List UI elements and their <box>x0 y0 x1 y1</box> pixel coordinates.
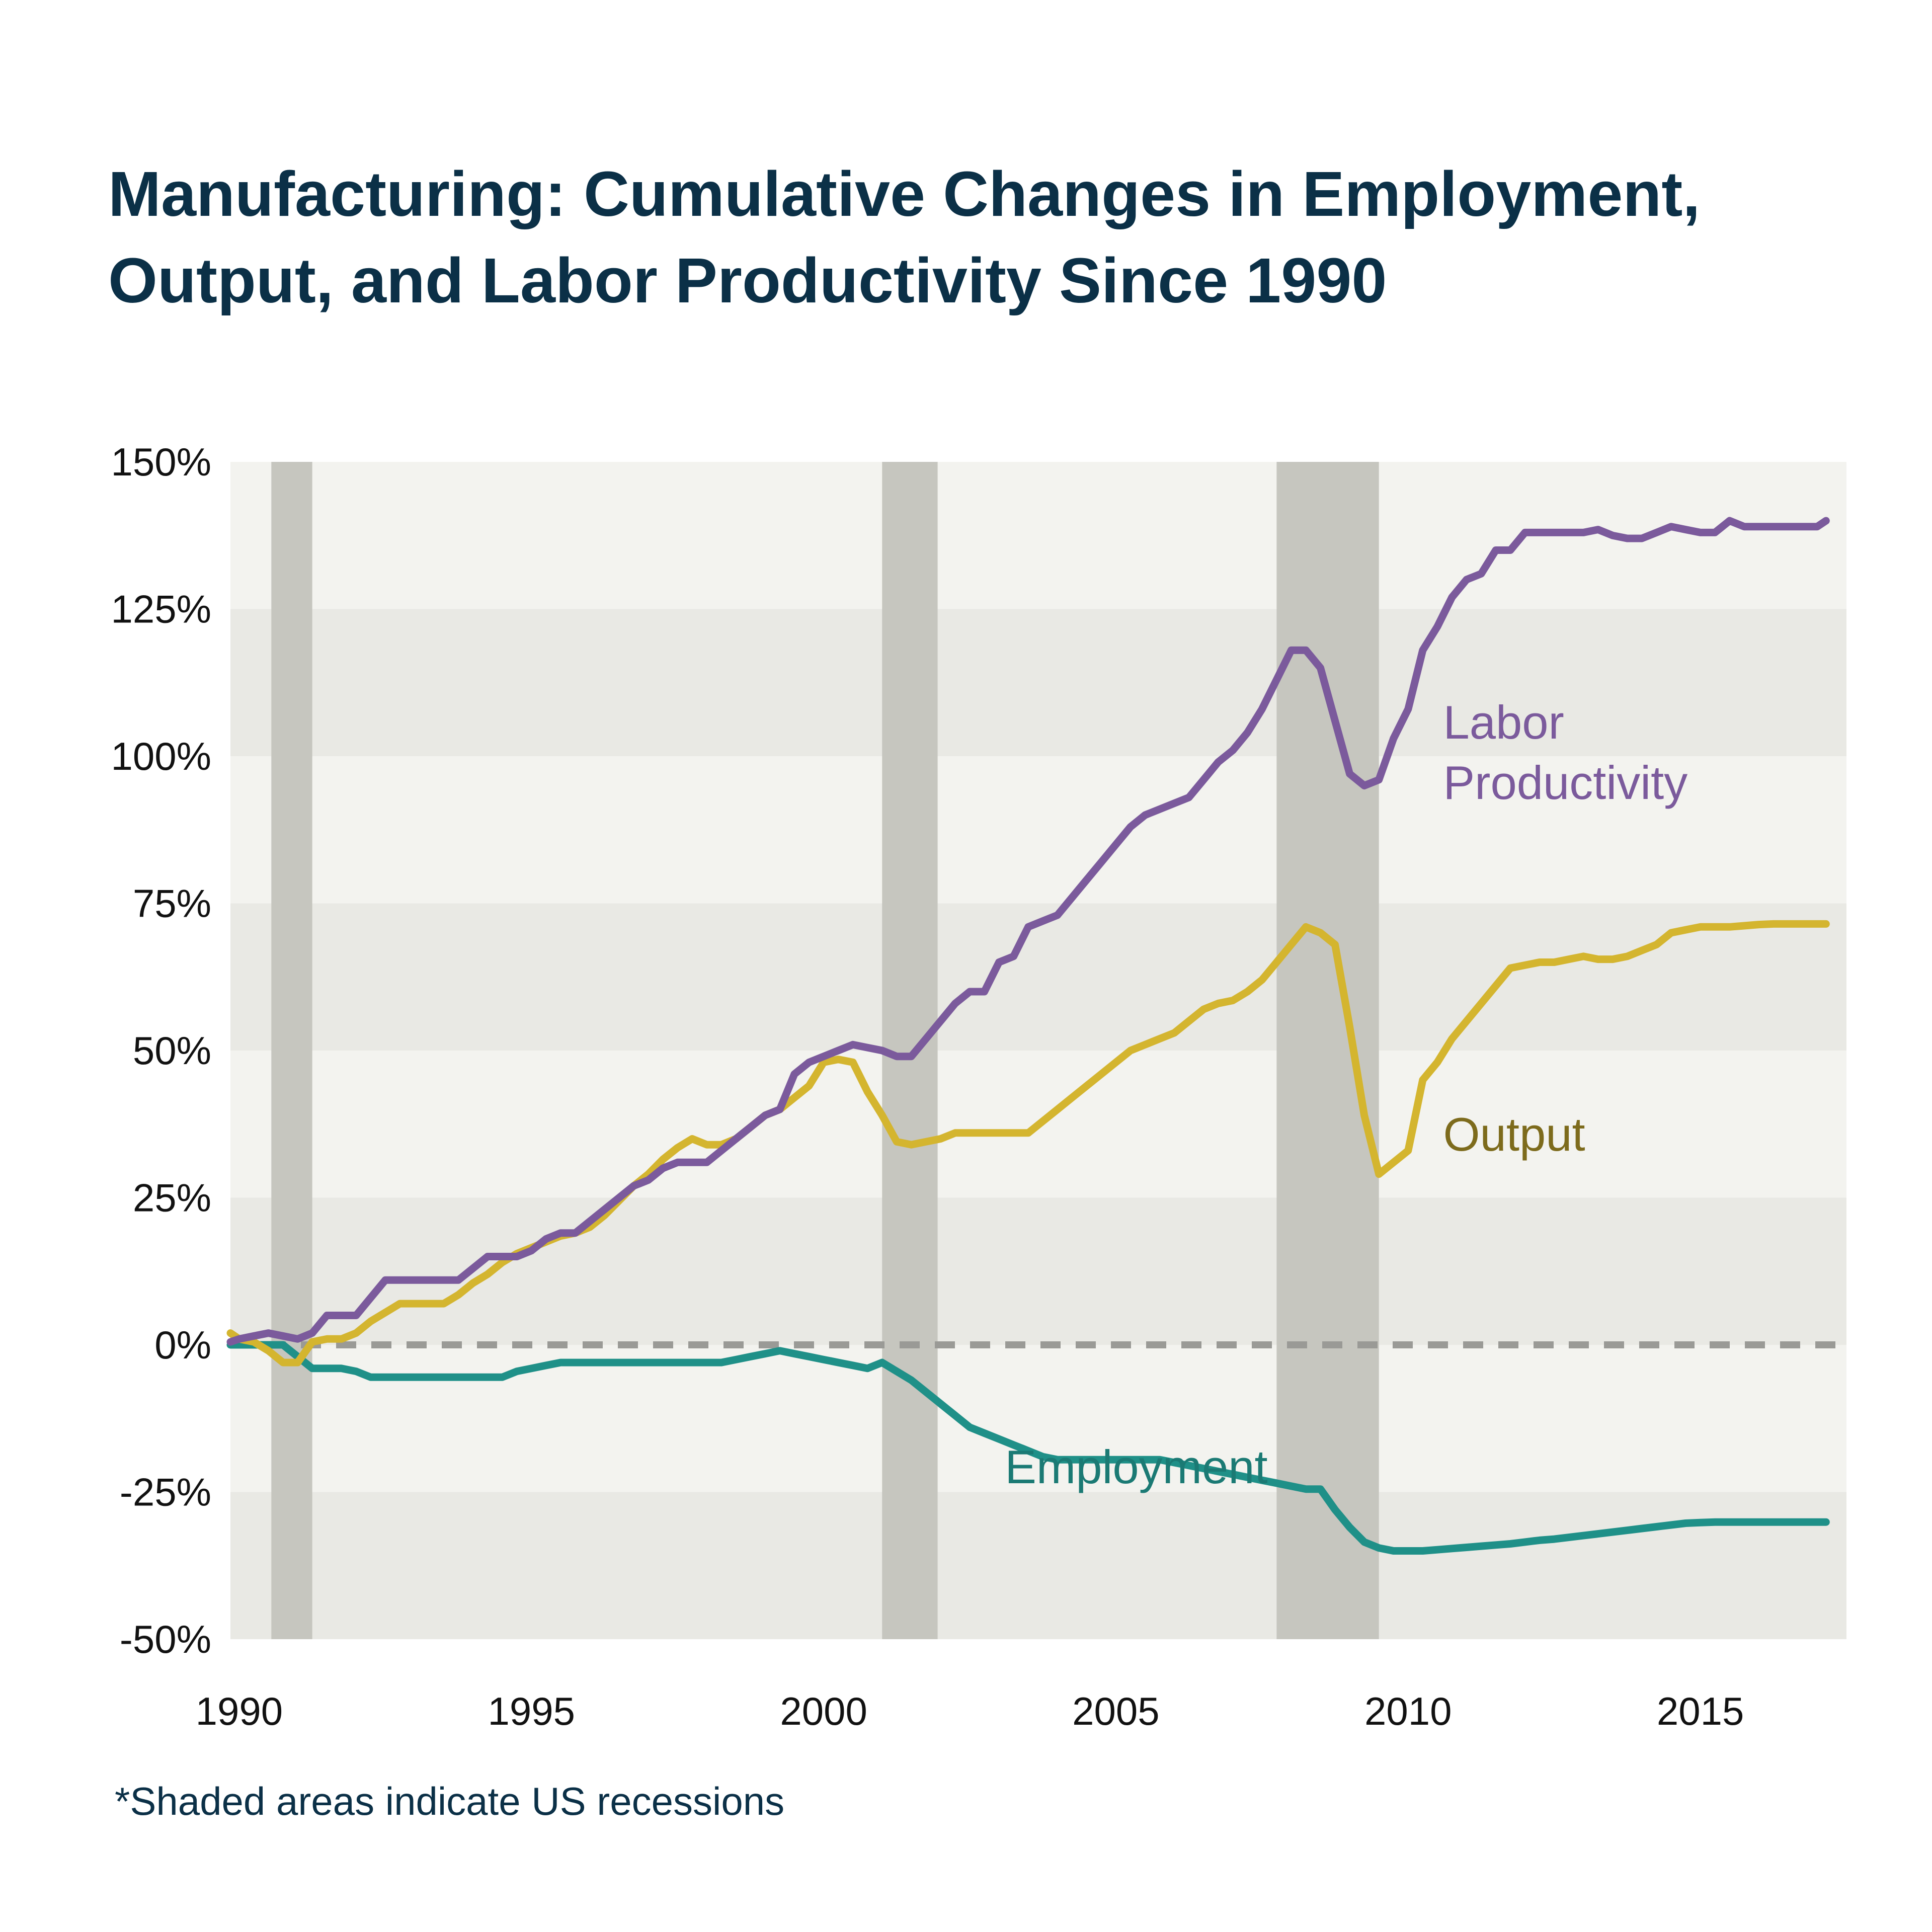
plot-background-bands <box>230 462 1846 1639</box>
plot-band <box>230 756 1846 904</box>
x-axis-tick-labels: 1990 1995 2000 2005 2010 2015 <box>196 1689 1744 1733</box>
plot-band <box>230 1492 1846 1639</box>
chart-title-line-2: Output, and Labor Productivity Since 199… <box>108 245 1387 316</box>
series-label-output: Output <box>1443 1108 1585 1161</box>
x-tick-label: 1995 <box>488 1689 575 1733</box>
plot-band <box>230 903 1846 1051</box>
series-labels: Labor Productivity Output Employment <box>1005 696 1687 1493</box>
y-tick-label: 50% <box>133 1028 211 1073</box>
x-tick-label: 2015 <box>1657 1689 1744 1733</box>
chart-title-line-1: Manufacturing: Cumulative Changes in Emp… <box>108 158 1701 229</box>
x-tick-label: 1990 <box>196 1689 283 1733</box>
x-tick-label: 2010 <box>1364 1689 1452 1733</box>
y-tick-label: 25% <box>133 1176 211 1220</box>
x-tick-label: 2000 <box>780 1689 867 1733</box>
footnote: *Shaded areas indicate US recessions <box>115 1779 785 1823</box>
series-line-labor-productivity <box>226 517 1830 1346</box>
recession-band <box>271 462 312 1639</box>
plot-band <box>230 1197 1846 1345</box>
y-tick-label: 0% <box>154 1323 211 1367</box>
y-tick-label: 125% <box>111 587 212 631</box>
series-line-output <box>226 920 1830 1366</box>
series-line-employment <box>226 1341 1830 1555</box>
series-label-labor-productivity: Labor Productivity <box>1443 696 1687 809</box>
y-tick-label: 100% <box>111 734 212 778</box>
series-label-employment: Employment <box>1005 1440 1267 1493</box>
y-tick-label: 150% <box>111 440 212 484</box>
plot-band <box>230 1345 1846 1492</box>
x-tick-label: 2005 <box>1072 1689 1160 1733</box>
y-tick-label: -50% <box>120 1617 211 1661</box>
y-axis-tick-labels: 150% 125% 100% 75% 50% 25% 0% -25% -50% <box>111 440 212 1661</box>
chart-title: Manufacturing: Cumulative Changes in Emp… <box>108 151 1869 324</box>
series-lines <box>226 517 1830 1555</box>
recession-band <box>1276 462 1379 1639</box>
y-tick-label: -25% <box>120 1470 211 1514</box>
y-tick-label: 75% <box>133 881 211 926</box>
plot-band <box>230 609 1846 756</box>
